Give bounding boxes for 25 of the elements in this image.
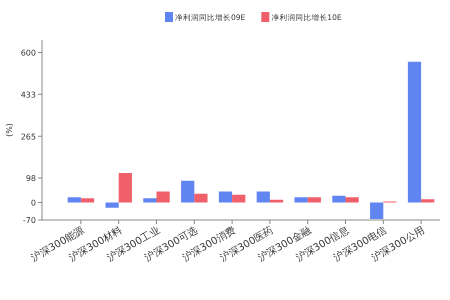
bar bbox=[156, 192, 170, 202]
y-tick-label: 433 bbox=[20, 90, 36, 100]
bar bbox=[181, 180, 194, 202]
bar bbox=[232, 194, 246, 202]
bar bbox=[143, 198, 156, 202]
bar bbox=[105, 202, 119, 208]
bar bbox=[308, 197, 321, 202]
bar bbox=[80, 198, 94, 202]
bar bbox=[256, 192, 270, 202]
y-axis-title: (%) bbox=[5, 123, 14, 137]
bar bbox=[68, 197, 81, 202]
bar bbox=[421, 199, 434, 202]
y-tick-label: -70 bbox=[22, 216, 36, 225]
y-tick-label: 600 bbox=[20, 48, 36, 58]
bar bbox=[370, 202, 384, 219]
bar bbox=[294, 197, 308, 202]
bar bbox=[408, 62, 422, 202]
bar bbox=[118, 173, 132, 202]
bar bbox=[194, 194, 208, 202]
y-tick-label: 98 bbox=[26, 174, 36, 183]
y-tick-label: 265 bbox=[20, 132, 36, 142]
bar bbox=[332, 196, 346, 202]
y-tick-label: 0 bbox=[30, 198, 36, 208]
bar bbox=[346, 197, 359, 202]
bar bbox=[218, 192, 232, 202]
